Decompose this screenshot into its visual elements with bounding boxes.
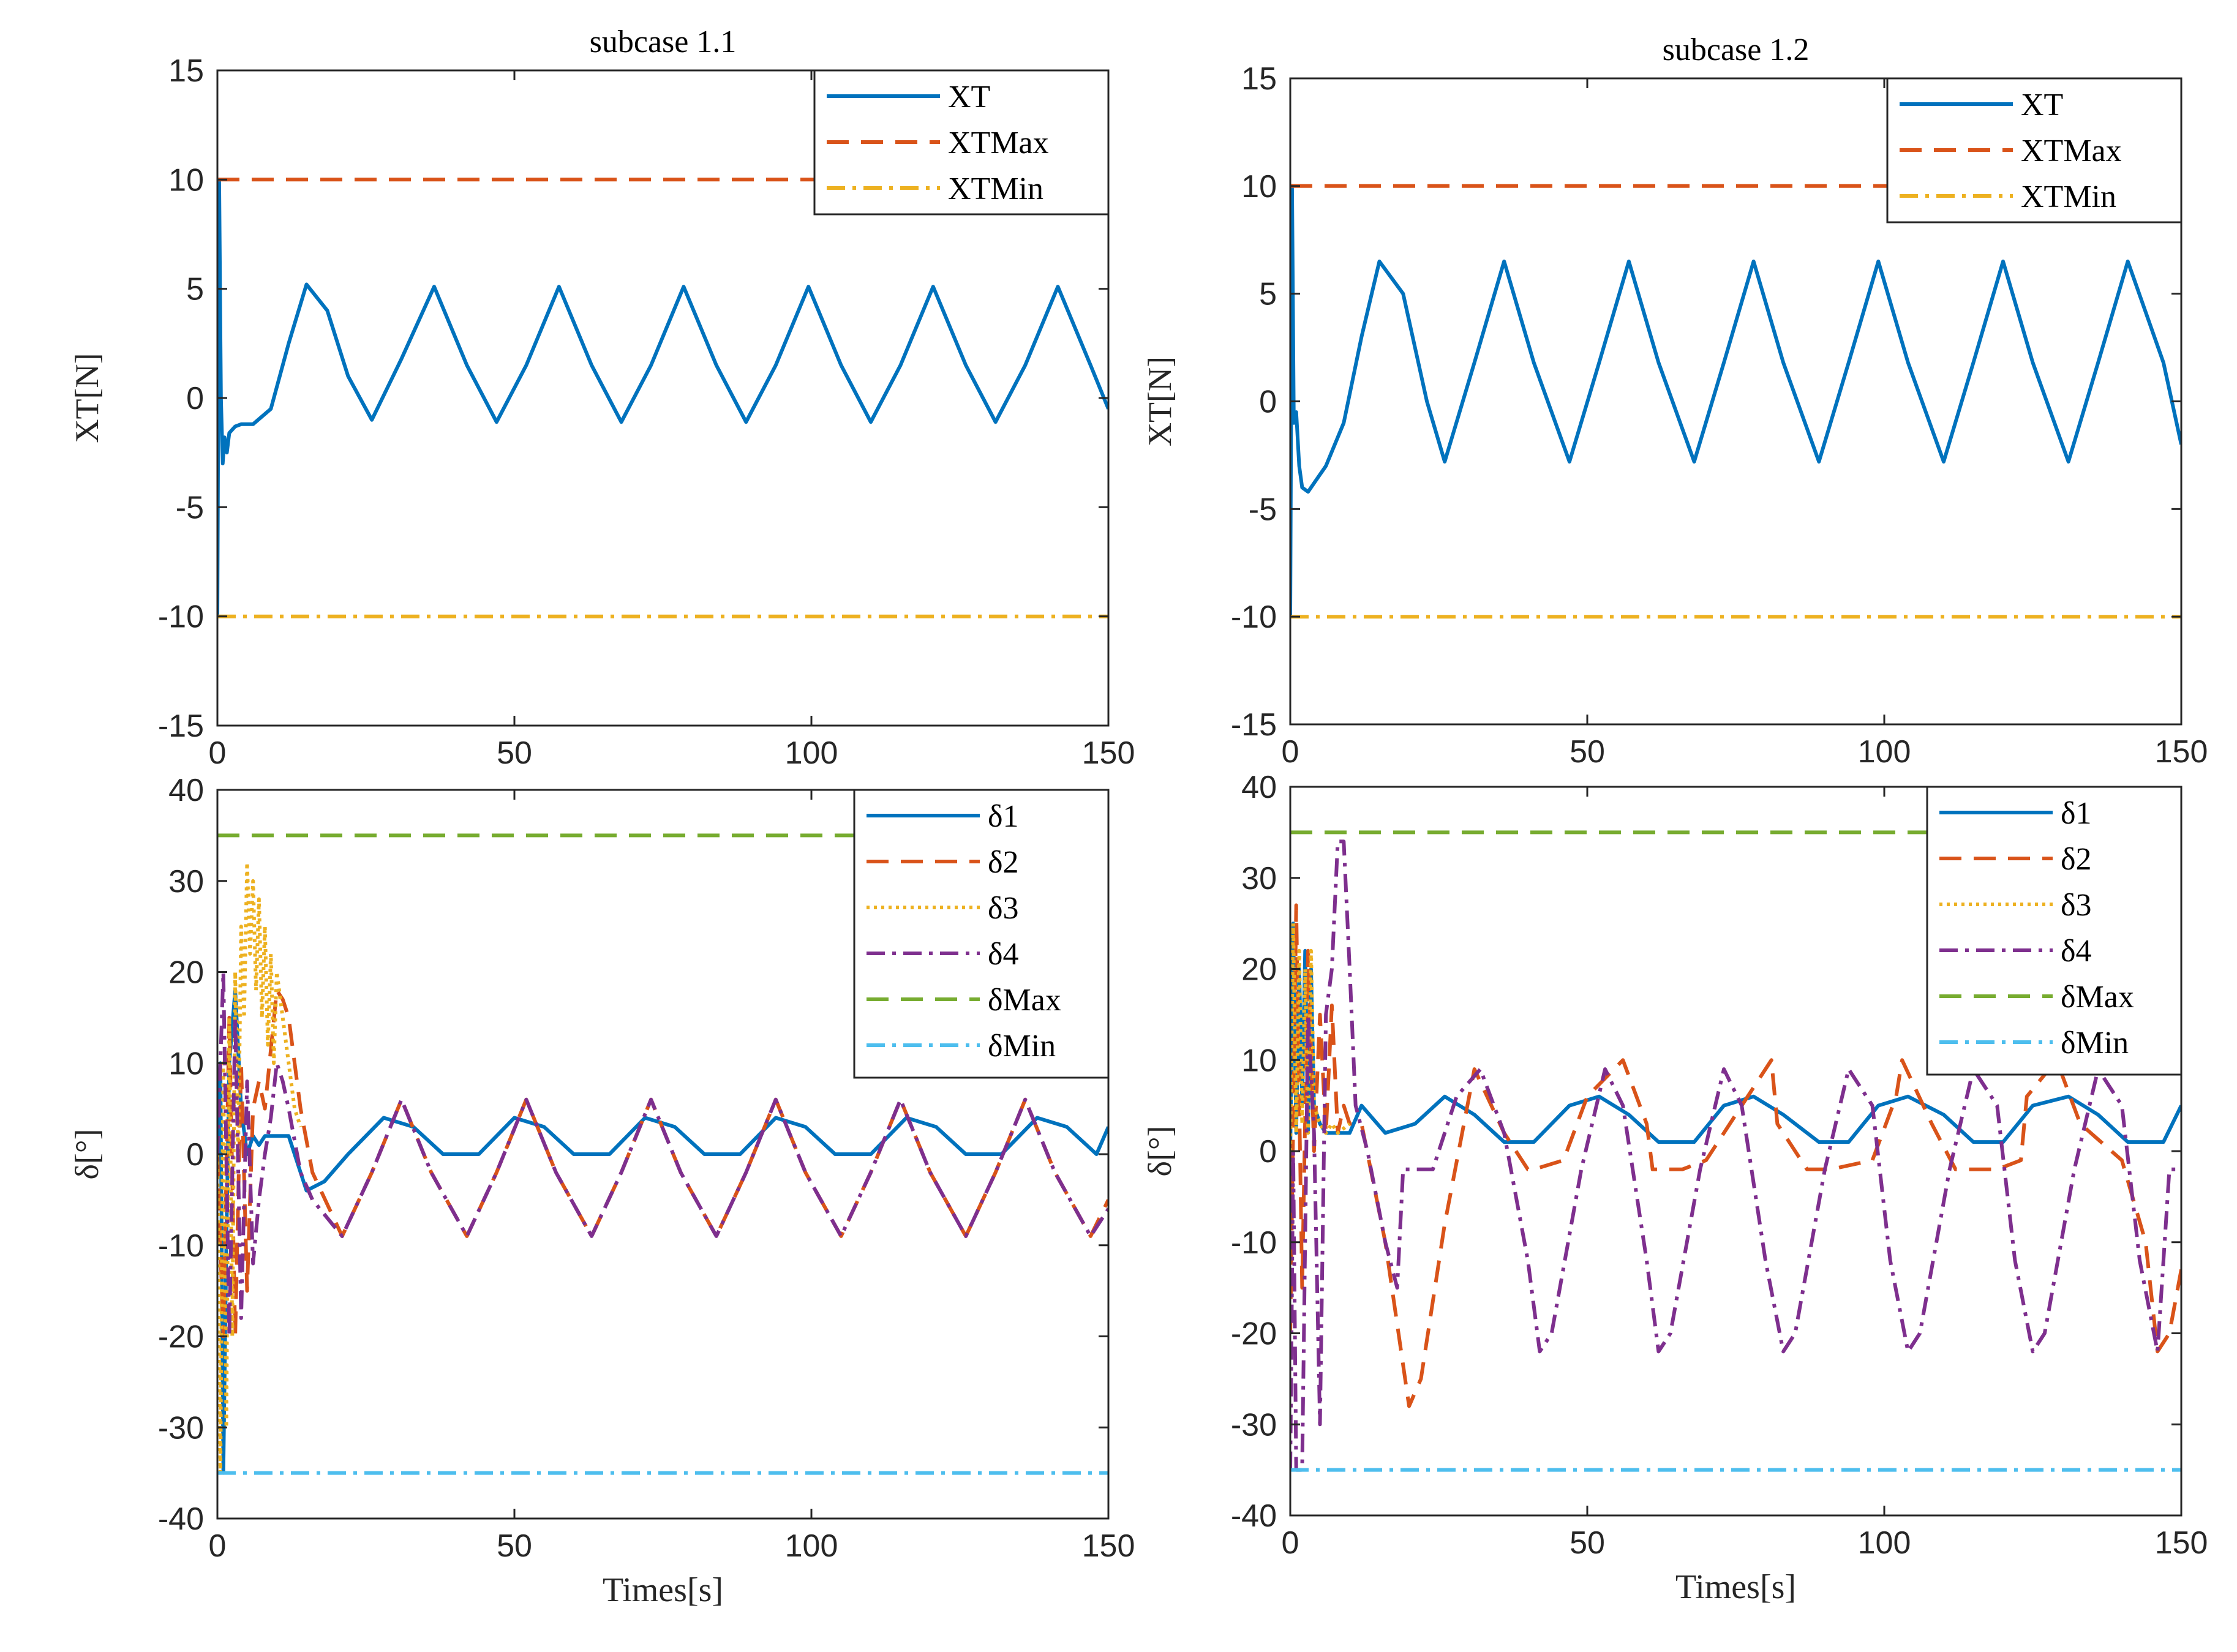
y-tick-label: 40: [1241, 770, 1277, 805]
y-tick-label: -30: [158, 1410, 204, 1446]
y-tick-label: 5: [186, 272, 204, 307]
legend-label-max: δMax: [988, 983, 1061, 1018]
y-tick-label: 10: [1241, 1043, 1277, 1078]
y-tick-label: -10: [1231, 1225, 1277, 1261]
legend-label-min: δMin: [988, 1029, 1056, 1064]
y-tick-label: 15: [1241, 61, 1277, 97]
y-tick-label: 30: [168, 864, 204, 899]
y-tick-label: -20: [158, 1320, 204, 1355]
y-tick-label: -20: [1231, 1316, 1277, 1352]
y-tick-label: -10: [158, 1228, 204, 1264]
y-tick-label: 0: [1259, 1134, 1277, 1170]
x-tick-label: 0: [209, 1528, 227, 1564]
legend: XT XTMax XTMin: [1886, 77, 2182, 223]
x-tick-label: 100: [785, 1528, 838, 1564]
series-line-1: [217, 988, 1108, 1475]
y-tick-label: 20: [168, 955, 204, 991]
y-tick-label: 30: [1241, 861, 1277, 896]
y-axis-label: XT[N]: [69, 353, 105, 443]
x-tick-label: 50: [1570, 1525, 1605, 1561]
y-tick-label: -40: [158, 1501, 204, 1537]
y-tick-label: 0: [186, 381, 204, 416]
chart-title: subcase 1.2: [1663, 32, 1810, 67]
legend-box: [853, 789, 1110, 1079]
x-tick-label: 150: [1082, 735, 1135, 771]
x-tick-label: 150: [2155, 1525, 2208, 1561]
series-line-4: [217, 970, 1108, 1338]
y-axis-label: δ[°]: [1141, 1125, 1178, 1176]
legend-label-4: δ4: [988, 937, 1019, 972]
legend-label-xtmax: XTMax: [948, 126, 1049, 160]
y-tick-label: -10: [1231, 599, 1277, 635]
series-line-2: [217, 988, 1108, 1338]
x-tick-label: 150: [2155, 734, 2208, 770]
x-tick-label: 50: [497, 1528, 532, 1564]
legend-label-xtmin: XTMin: [2021, 179, 2116, 214]
legend-label-xtmax: XTMax: [2021, 133, 2122, 168]
x-tick-label: 50: [1570, 734, 1605, 770]
chart-title: subcase 1.1: [590, 24, 737, 59]
y-tick-label: 10: [168, 162, 204, 198]
series-line-3: [1290, 922, 1351, 1152]
legend-label-3: δ3: [988, 891, 1019, 926]
legend-label-max: δMax: [2061, 980, 2134, 1015]
legend-box: [1926, 786, 2182, 1076]
legend-label-3: δ3: [2061, 888, 2092, 923]
x-tick-label: 0: [1282, 1525, 1299, 1561]
legend-label-2: δ2: [988, 845, 1019, 880]
x-tick-label: 100: [1858, 734, 1911, 770]
series-line-3: [217, 861, 303, 1475]
x-tick-label: 150: [1082, 1528, 1135, 1564]
y-axis-label: XT[N]: [1141, 356, 1178, 446]
legend: XT XTMax XTMin: [813, 69, 1110, 216]
legend-label-2: δ2: [2061, 842, 2092, 877]
x-tick-label: 100: [1858, 1525, 1911, 1561]
series-line-2: [1290, 903, 2181, 1408]
series-group: [1290, 830, 2181, 1472]
y-tick-label: -10: [158, 599, 204, 635]
y-tick-label: -5: [176, 490, 204, 525]
series-line-4: [1290, 839, 2181, 1472]
y-tick-label: 15: [168, 53, 204, 89]
x-tick-label: 0: [209, 735, 227, 771]
y-tick-label: 40: [168, 773, 204, 808]
legend-label-min: δMin: [2061, 1026, 2129, 1061]
legend: δ1 δ2 δ3 δ4 δMax δMin: [1926, 786, 2182, 1076]
y-tick-label: 0: [1259, 385, 1277, 420]
series-line-xt: [217, 178, 1108, 617]
y-tick-label: -15: [1231, 707, 1277, 743]
series-group: [217, 178, 1108, 618]
y-tick-label: -5: [1249, 492, 1277, 527]
y-tick-label: 5: [1259, 277, 1277, 312]
y-tick-label: 20: [1241, 952, 1277, 988]
x-tick-label: 50: [497, 735, 532, 771]
series-group: [1290, 184, 2181, 619]
y-tick-label: 10: [168, 1046, 204, 1081]
y-tick-label: 10: [1241, 169, 1277, 205]
series-group: [217, 833, 1108, 1475]
legend-label-1: δ1: [988, 799, 1019, 834]
x-tick-label: 100: [785, 735, 838, 771]
legend-label-4: δ4: [2061, 934, 2092, 969]
legend-label-1: δ1: [2061, 796, 2092, 831]
x-axis-label: Times[s]: [603, 1571, 723, 1609]
y-tick-label: -15: [158, 708, 204, 744]
series-line-xt: [1290, 184, 2181, 617]
x-axis-label: Times[s]: [1675, 1568, 1796, 1606]
legend-label-xt: XT: [948, 80, 990, 115]
legend-label-xt: XT: [2021, 88, 2063, 122]
y-tick-label: -40: [1231, 1498, 1277, 1534]
x-tick-label: 0: [1282, 734, 1299, 770]
legend-label-xtmin: XTMin: [948, 171, 1043, 206]
legend: δ1 δ2 δ3 δ4 δMax δMin: [853, 789, 1110, 1079]
y-tick-label: -30: [1231, 1407, 1277, 1443]
y-tick-label: 0: [186, 1137, 204, 1173]
y-axis-label: δ[°]: [69, 1128, 105, 1179]
